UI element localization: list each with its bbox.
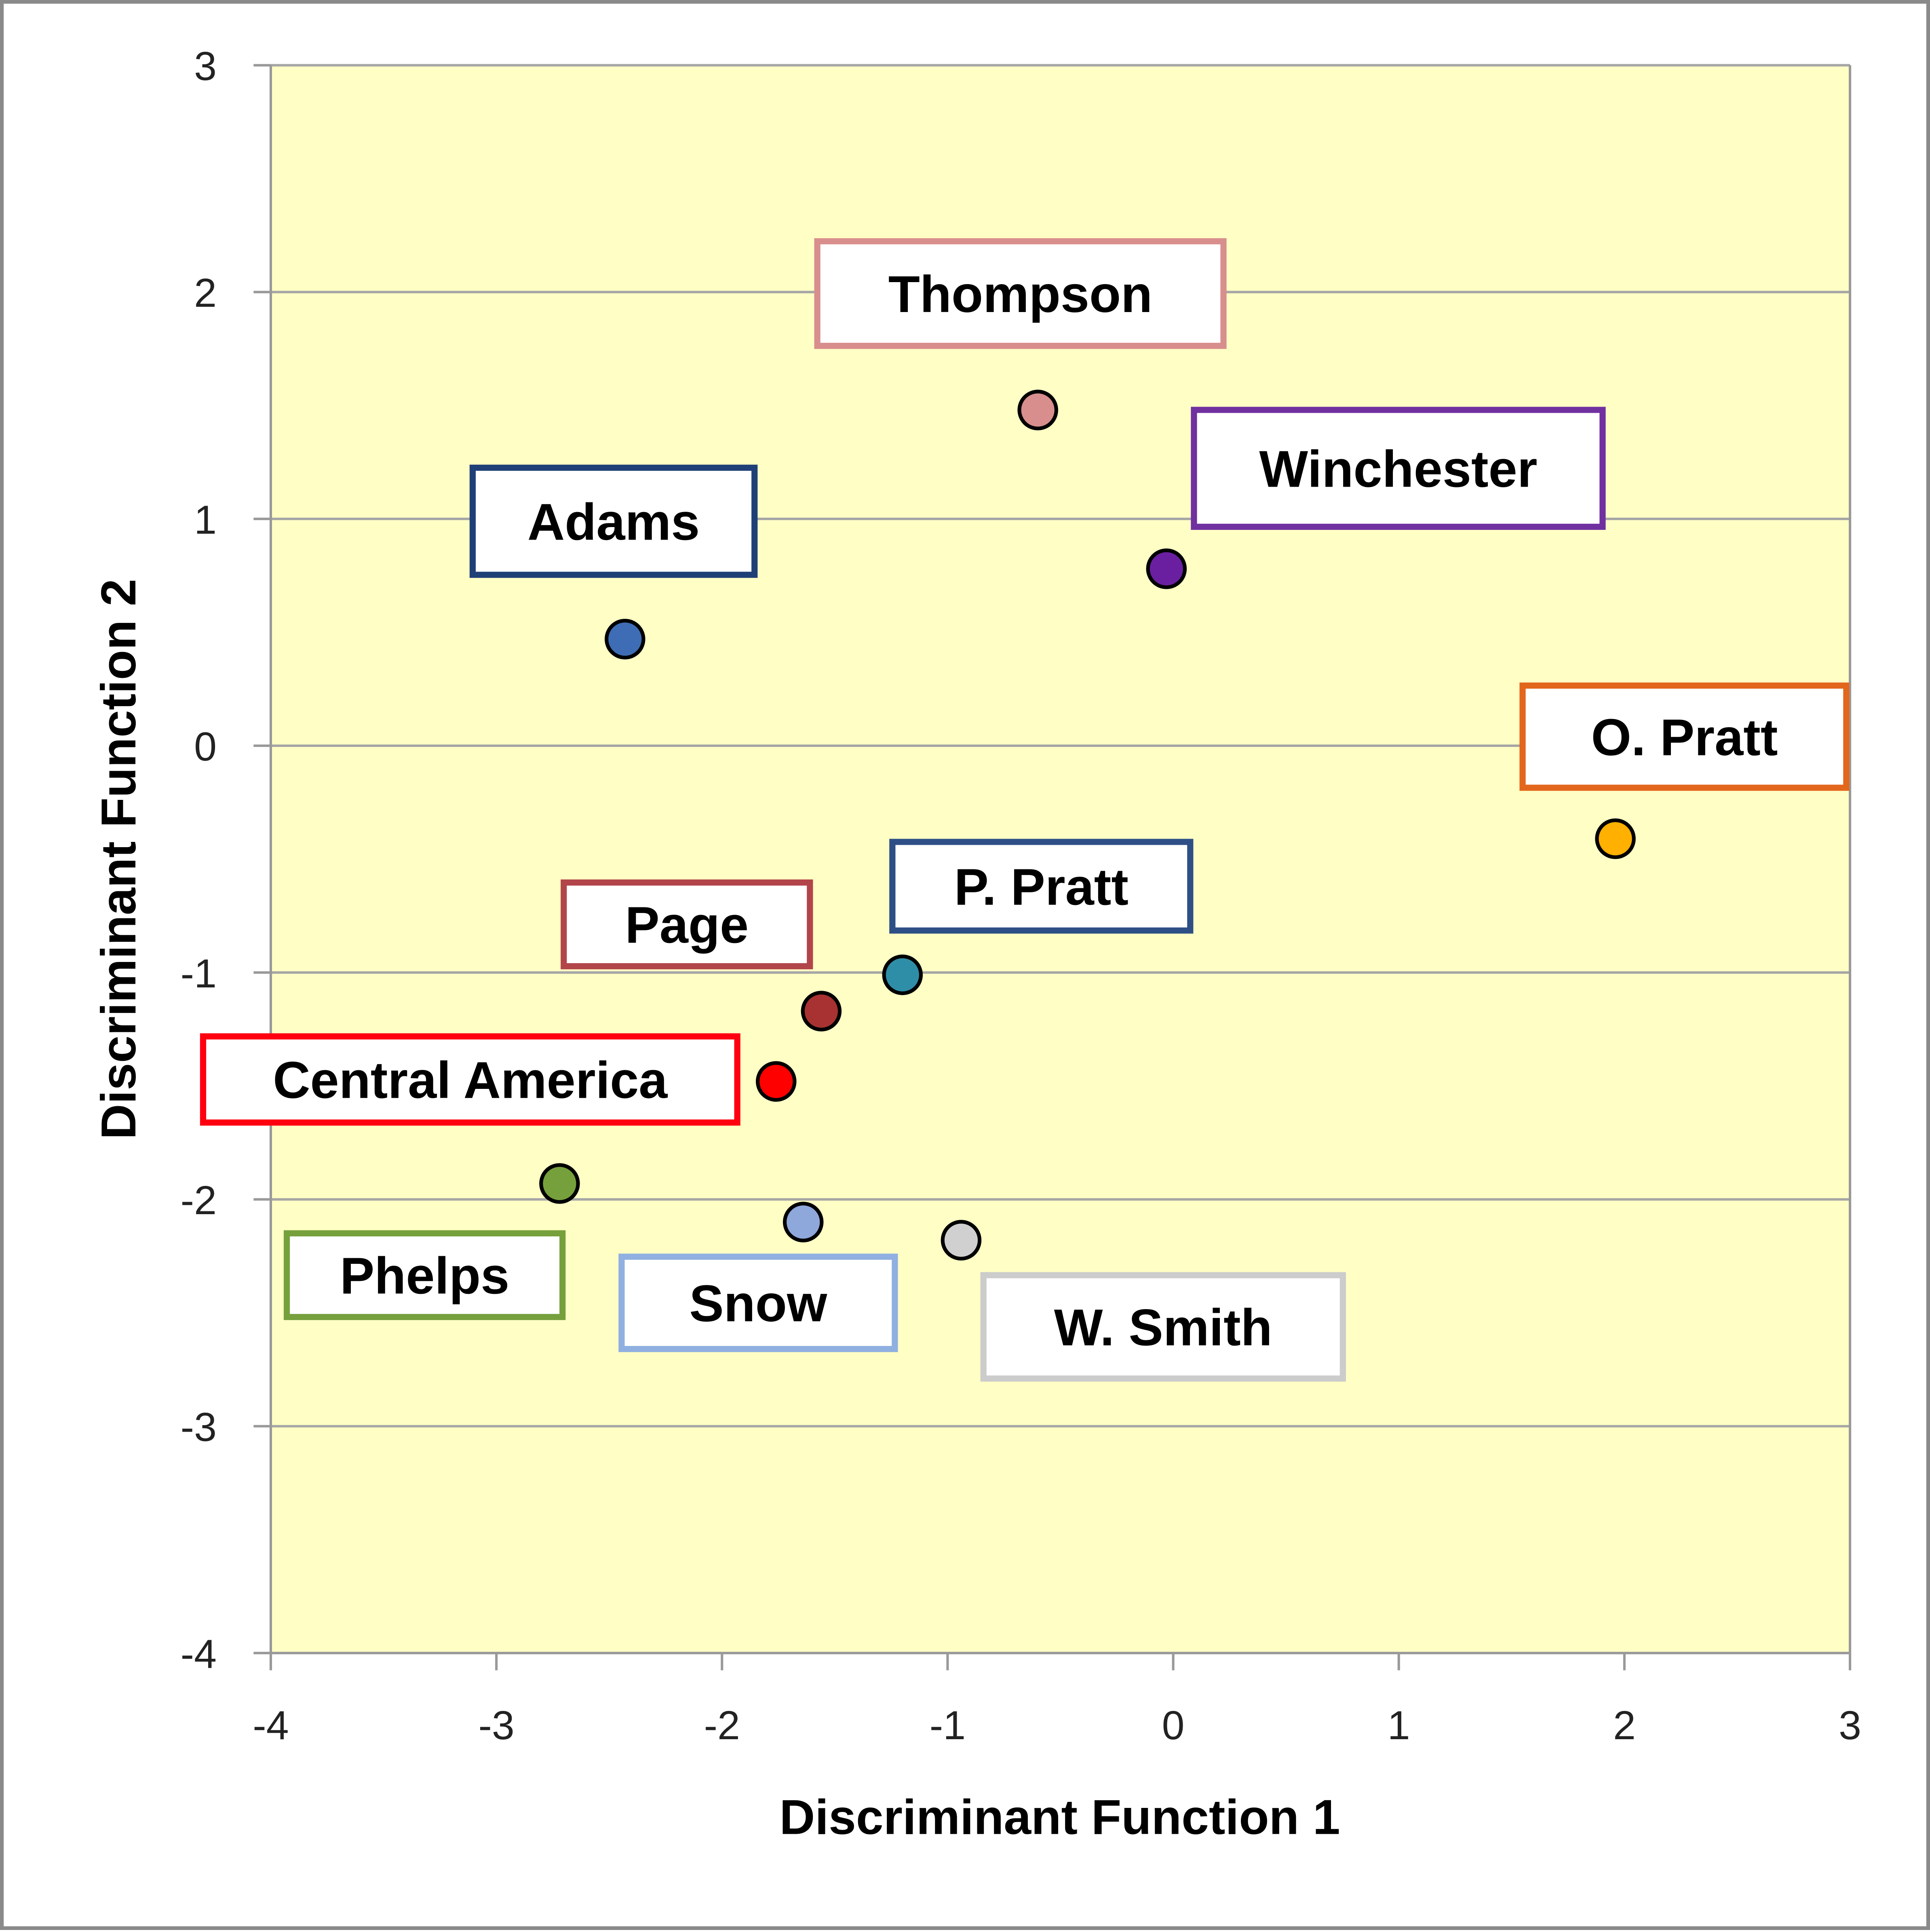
label-box-border xyxy=(980,1272,1346,1382)
y-tick-label: -4 xyxy=(181,1631,217,1677)
label-box-border xyxy=(618,1253,898,1352)
data-point xyxy=(755,1061,797,1102)
x-tick-label: 2 xyxy=(1613,1703,1636,1748)
point-label-box: Central America xyxy=(200,1033,740,1126)
point-label: Central America xyxy=(273,1051,668,1109)
point-label-box: Phelps xyxy=(283,1230,566,1320)
point-label: Thompson xyxy=(888,266,1153,323)
y-tick-label: 3 xyxy=(194,44,217,89)
point-label-box: Page xyxy=(561,879,813,970)
axis-ticks: 3 2 1 0 -1 -2 -3 -4 -4 -3 -2 -1 0 1 2 3 xyxy=(181,44,1861,1748)
point-label-box: Adams xyxy=(469,464,758,578)
point-label: Phelps xyxy=(340,1247,509,1305)
y-tick-label: 2 xyxy=(194,270,217,316)
point-label: Winchester xyxy=(1259,440,1537,498)
x-tick-label: -3 xyxy=(478,1703,514,1748)
data-point xyxy=(539,1163,580,1204)
y-tick-label: 1 xyxy=(194,497,217,542)
data-point xyxy=(1017,390,1058,430)
label-box-border xyxy=(200,1033,740,1126)
point-label: P. Pratt xyxy=(954,858,1128,916)
label-box-border xyxy=(1191,407,1606,530)
label-box-border xyxy=(283,1230,566,1320)
point-label: Page xyxy=(625,896,749,954)
point-label-box: Thompson xyxy=(814,238,1227,349)
point-label: Adams xyxy=(527,493,700,551)
point-label: W. Smith xyxy=(1054,1299,1272,1356)
label-box-border xyxy=(814,238,1227,349)
data-point xyxy=(605,618,645,660)
y-tick-label: -3 xyxy=(181,1405,217,1450)
data-point xyxy=(941,1220,982,1261)
label-box-border xyxy=(469,464,758,578)
x-axis-title: Discriminant Function 1 xyxy=(779,1789,1340,1844)
x-tick-label: -1 xyxy=(930,1703,966,1748)
y-tick-label: 0 xyxy=(194,724,217,770)
point-label-box: O. Pratt xyxy=(1519,682,1850,791)
data-point xyxy=(783,1202,824,1242)
x-tick-label: -4 xyxy=(253,1703,289,1748)
x-tick-label: 1 xyxy=(1388,1703,1410,1748)
data-point xyxy=(1146,548,1187,589)
data-point xyxy=(1595,818,1636,859)
label-box-border xyxy=(889,839,1194,934)
x-tick-label: 0 xyxy=(1162,1703,1185,1748)
point-label: Snow xyxy=(689,1275,827,1333)
label-box-border xyxy=(561,879,813,970)
point-label: O. Pratt xyxy=(1591,709,1778,766)
data-point xyxy=(801,991,842,1031)
x-tick-label: 3 xyxy=(1839,1703,1861,1748)
point-label-box: W. Smith xyxy=(980,1272,1346,1382)
point-label-box: P. Pratt xyxy=(889,839,1194,934)
point-label-box: Winchester xyxy=(1191,407,1606,530)
label-box-border xyxy=(1519,682,1850,791)
data-points xyxy=(539,390,1636,1261)
y-tick-label: -2 xyxy=(181,1178,217,1223)
y-axis-title: Discriminant Function 2 xyxy=(91,579,146,1139)
y-tick-label: -1 xyxy=(181,951,217,996)
data-point xyxy=(882,954,923,996)
x-tick-label: -2 xyxy=(704,1703,740,1748)
point-label-box: Snow xyxy=(618,1253,898,1352)
point-label-boxes: Thompson Winchester Adams O. Pratt P. Pratt P… xyxy=(200,238,1850,1382)
